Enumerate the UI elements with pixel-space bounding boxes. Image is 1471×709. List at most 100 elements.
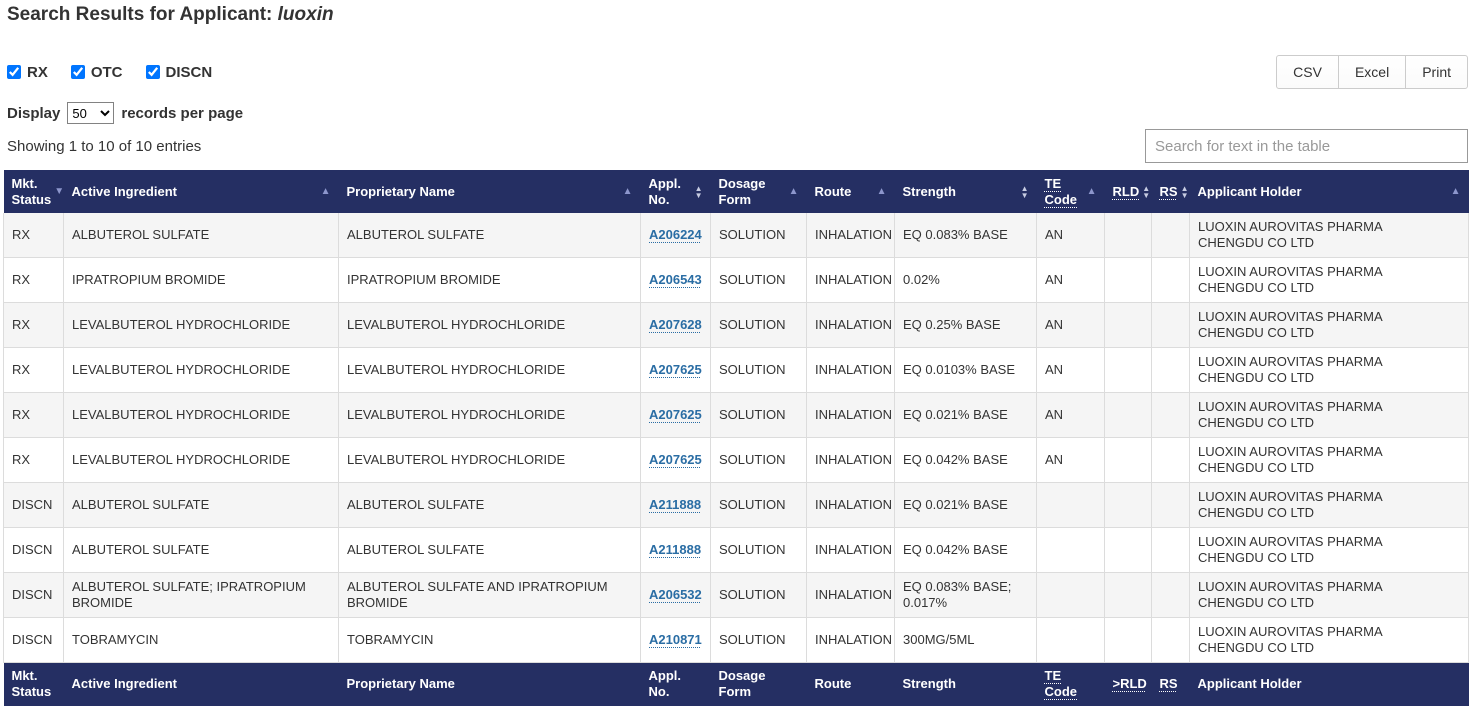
cell-strength: EQ 0.083% BASE; 0.017%: [894, 572, 1037, 618]
cell-strength: 0.02%: [894, 257, 1037, 303]
cell-strength: EQ 0.042% BASE: [894, 527, 1037, 573]
column-header[interactable]: TE Code ▲: [1036, 170, 1105, 213]
filter-rx[interactable]: RX: [7, 64, 48, 81]
otc-checkbox-label: OTC: [90, 63, 123, 81]
column-header-label: RLD: [1112, 183, 1140, 199]
cell-dosage-form: SOLUTION: [710, 392, 807, 438]
footer-column-label: >RLD: [1104, 662, 1152, 706]
cell-rs: [1151, 392, 1190, 438]
appl-no-link[interactable]: A207625: [649, 362, 702, 377]
export-button-group: CSV Excel Print: [1276, 55, 1468, 89]
rx-checkbox[interactable]: [7, 65, 21, 79]
column-header[interactable]: RLD ▲ ▼: [1104, 170, 1152, 213]
cell-rs: [1151, 572, 1190, 618]
column-header[interactable]: Route ▲: [806, 170, 895, 213]
cell-active-ingredient: LEVALBUTEROL HYDROCHLORIDE: [63, 437, 339, 483]
appl-no-link[interactable]: A207625: [649, 452, 702, 467]
sort-icon: ▲: [622, 185, 633, 197]
cell-active-ingredient: ALBUTEROL SULFATE; IPRATROPIUM BROMIDE: [63, 572, 339, 618]
column-header[interactable]: RS ▲ ▼: [1151, 170, 1190, 213]
cell-appl-no: A207625: [640, 392, 711, 438]
appl-no-link[interactable]: A210871: [649, 632, 702, 647]
cell-appl-no: A206532: [640, 572, 711, 618]
discn-checkbox[interactable]: [145, 65, 160, 79]
cell-strength: EQ 0.042% BASE: [894, 437, 1037, 483]
column-header[interactable]: Proprietary Name ▲: [338, 170, 641, 213]
filter-otc[interactable]: OTC: [70, 63, 123, 81]
cell-route: INHALATION: [806, 572, 895, 618]
appl-no-link[interactable]: A207628: [649, 317, 702, 332]
appl-no-link[interactable]: A211888: [649, 497, 702, 512]
cell-mkt-status: RX: [3, 347, 64, 393]
records-per-page-suffix: records per page: [121, 104, 244, 122]
otc-checkbox[interactable]: [70, 65, 85, 79]
cell-dosage-form: SOLUTION: [710, 302, 807, 348]
column-header[interactable]: Strength ▲ ▼: [894, 170, 1037, 213]
cell-appl-no: A207625: [640, 437, 711, 483]
footer-column-label-text: Mkt. Status: [11, 668, 52, 700]
cell-applicant-holder: LUOXIN AUROVITAS PHARMA CHENGDU CO LTD: [1189, 347, 1469, 393]
cell-strength: EQ 0.021% BASE: [894, 482, 1037, 528]
column-header[interactable]: Appl. No. ▲ ▼: [640, 170, 711, 213]
cell-te-code: [1036, 527, 1105, 573]
footer-column-label: Dosage Form: [710, 662, 807, 706]
cell-proprietary-name: IPRATROPIUM BROMIDE: [338, 257, 641, 303]
filters-and-export-row: RX OTC DISCN CSV Excel Print: [3, 55, 1468, 89]
results-table: Mkt. Status ▼ Active Ingredient ▲ Propri…: [3, 170, 1469, 706]
footer-column-label-text: TE Code: [1044, 668, 1078, 700]
cell-appl-no: A211888: [640, 527, 711, 573]
table-search-input[interactable]: [1145, 129, 1468, 163]
table-row: DISCN ALBUTEROL SULFATE ALBUTEROL SULFAT…: [3, 482, 1469, 528]
appl-no-link[interactable]: A207625: [649, 407, 702, 422]
footer-column-label: Proprietary Name: [338, 662, 641, 706]
cell-te-code: [1036, 572, 1105, 618]
cell-appl-no: A211888: [640, 482, 711, 528]
records-per-page-row: Display 50 records per page: [3, 102, 1468, 124]
cell-rld: [1104, 437, 1152, 483]
table-footer: Mkt. Status Active Ingredient Proprietar…: [3, 662, 1469, 706]
column-header[interactable]: Mkt. Status ▼: [3, 170, 64, 213]
excel-button[interactable]: Excel: [1337, 55, 1407, 89]
discn-checkbox-label: DISCN: [165, 63, 213, 81]
sort-icon: ▲: [876, 185, 887, 197]
column-header[interactable]: Applicant Holder ▲: [1189, 170, 1469, 213]
cell-route: INHALATION: [806, 257, 895, 303]
cell-rs: [1151, 617, 1190, 663]
appl-no-link[interactable]: A206543: [649, 272, 702, 287]
table-header: Mkt. Status ▼ Active Ingredient ▲ Propri…: [3, 170, 1469, 213]
column-header-label: TE Code: [1044, 175, 1078, 207]
filter-discn[interactable]: DISCN: [145, 63, 213, 81]
table-row: DISCN ALBUTEROL SULFATE; IPRATROPIUM BRO…: [3, 572, 1469, 618]
cell-dosage-form: SOLUTION: [710, 572, 807, 618]
cell-route: INHALATION: [806, 482, 895, 528]
footer-column-label: Route: [806, 662, 895, 706]
search-results-page: Search Results for Applicant: luoxin RX …: [3, 4, 1469, 706]
cell-proprietary-name: TOBRAMYCIN: [338, 617, 641, 663]
table-row: RX IPRATROPIUM BROMIDE IPRATROPIUM BROMI…: [3, 257, 1469, 303]
market-status-filters: RX OTC DISCN: [7, 64, 212, 81]
cell-te-code: AN: [1036, 257, 1105, 303]
sort-icon: ▲ ▼: [1180, 183, 1189, 200]
cell-active-ingredient: TOBRAMYCIN: [63, 617, 339, 663]
cell-rs: [1151, 437, 1190, 483]
records-per-page-select[interactable]: 50: [67, 102, 115, 124]
column-header[interactable]: Active Ingredient ▲: [63, 170, 339, 213]
print-button[interactable]: Print: [1405, 55, 1468, 89]
csv-button[interactable]: CSV: [1276, 55, 1339, 89]
cell-mkt-status: RX: [3, 213, 64, 258]
cell-proprietary-name: ALBUTEROL SULFATE: [338, 527, 641, 573]
cell-route: INHALATION: [806, 302, 895, 348]
cell-dosage-form: SOLUTION: [710, 437, 807, 483]
footer-column-label-text: Proprietary Name: [346, 676, 455, 692]
cell-mkt-status: DISCN: [3, 527, 64, 573]
appl-no-link[interactable]: A206532: [649, 587, 702, 602]
appl-no-link[interactable]: A211888: [649, 542, 702, 557]
cell-route: INHALATION: [806, 617, 895, 663]
cell-applicant-holder: LUOXIN AUROVITAS PHARMA CHENGDU CO LTD: [1189, 392, 1469, 438]
column-header[interactable]: Dosage Form ▲: [710, 170, 807, 213]
footer-column-label-text: Dosage Form: [718, 668, 766, 700]
appl-no-link[interactable]: A206224: [649, 227, 702, 242]
cell-strength: EQ 0.0103% BASE: [894, 347, 1037, 393]
cell-mkt-status: RX: [3, 257, 64, 303]
cell-route: INHALATION: [806, 347, 895, 393]
